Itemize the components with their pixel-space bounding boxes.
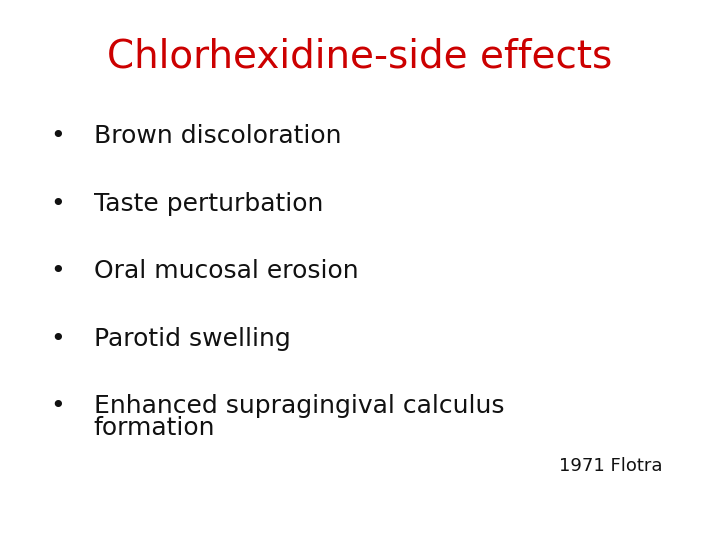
Text: •: • <box>50 124 65 148</box>
Text: Oral mucosal erosion: Oral mucosal erosion <box>94 259 359 283</box>
Text: Brown discoloration: Brown discoloration <box>94 124 341 148</box>
Text: •: • <box>50 394 65 418</box>
Text: •: • <box>50 192 65 215</box>
Text: Chlorhexidine-side effects: Chlorhexidine-side effects <box>107 38 613 76</box>
Text: Enhanced supragingival calculus: Enhanced supragingival calculus <box>94 394 504 418</box>
Text: •: • <box>50 327 65 350</box>
Text: •: • <box>50 259 65 283</box>
Text: Parotid swelling: Parotid swelling <box>94 327 290 350</box>
Text: Taste perturbation: Taste perturbation <box>94 192 323 215</box>
Text: formation: formation <box>94 416 215 440</box>
Text: 1971 Flotra: 1971 Flotra <box>559 457 662 475</box>
